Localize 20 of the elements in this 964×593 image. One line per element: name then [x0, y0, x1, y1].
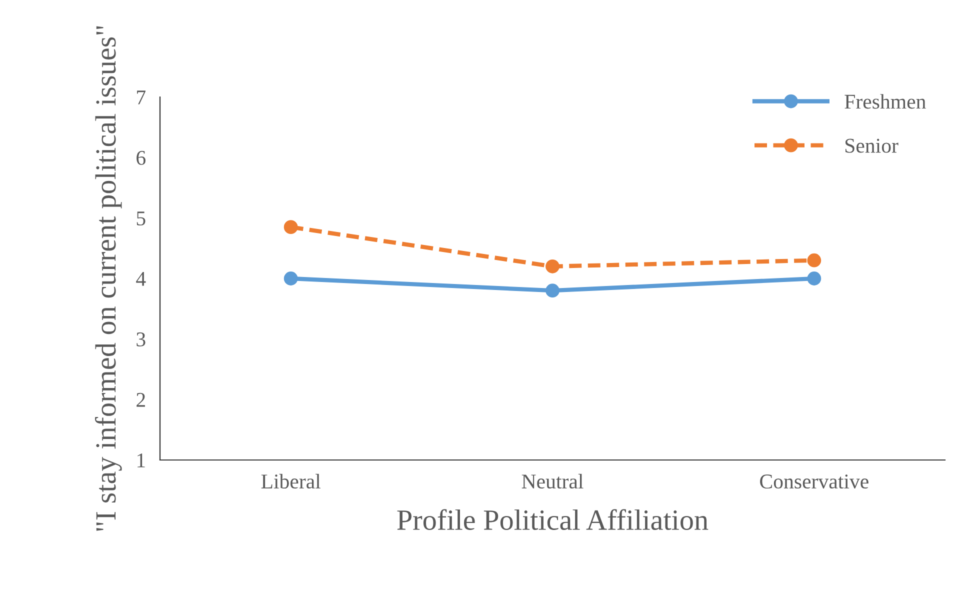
- point: [546, 259, 560, 274]
- x-tick-label: Liberal: [261, 474, 320, 489]
- legend-label: Freshmen: [844, 94, 926, 109]
- point: [807, 253, 822, 268]
- y-tick-label: 3: [136, 332, 146, 346]
- y-tick-label: 2: [136, 392, 145, 407]
- y-tick-label: 6: [136, 150, 146, 165]
- y-tick-label: 4: [136, 272, 146, 286]
- x-axis-title: Profile Political Affiliation: [397, 509, 708, 530]
- point: [807, 272, 822, 286]
- legend-label: Senior: [845, 138, 898, 153]
- x-tick-label: Conservative: [760, 474, 868, 489]
- point: [546, 284, 560, 298]
- point: [284, 272, 298, 286]
- x-tick-label: Neutral: [522, 474, 584, 489]
- point: [284, 220, 298, 234]
- y-axis-title: "I stay informed on current political issues": [94, 26, 122, 531]
- y-tick-label: 5: [136, 212, 146, 226]
- y-tick-label: 7: [137, 90, 146, 104]
- y-tick-label: 1: [138, 453, 145, 468]
